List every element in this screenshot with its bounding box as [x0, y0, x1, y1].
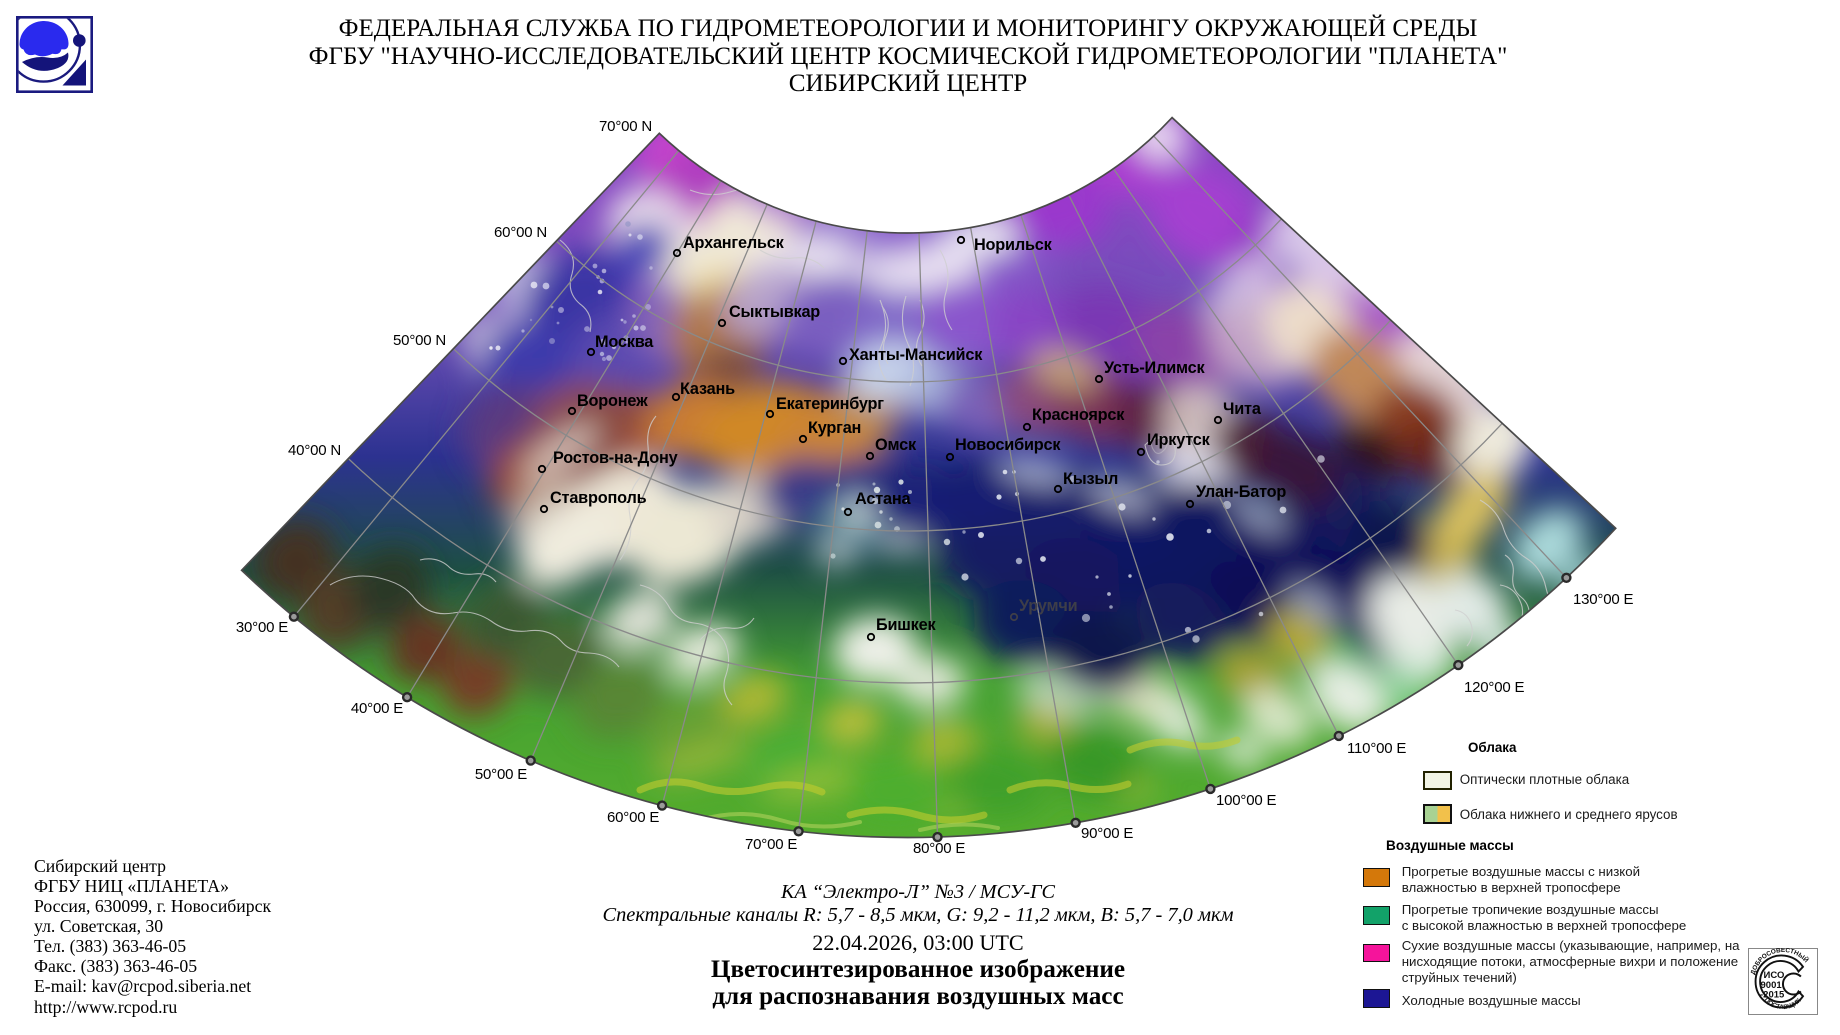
- svg-text:50°00 E: 50°00 E: [475, 766, 527, 783]
- svg-text:Воронеж: Воронеж: [577, 392, 648, 410]
- svg-text:Москва: Москва: [595, 333, 654, 351]
- svg-text:Ханты-Мансийск: Ханты-Мансийск: [849, 346, 983, 364]
- svg-text:40°00 N: 40°00 N: [288, 442, 341, 459]
- svg-text:80°00 E: 80°00 E: [913, 840, 965, 857]
- svg-text:ИСО: ИСО: [1764, 970, 1785, 981]
- svg-text:Астана: Астана: [855, 490, 911, 508]
- svg-text:50°00 N: 50°00 N: [393, 332, 446, 349]
- svg-text:Усть-Илимск: Усть-Илимск: [1104, 359, 1205, 377]
- svg-text:70°00 N: 70°00 N: [599, 118, 652, 135]
- svg-text:Урумчи: Урумчи: [1019, 597, 1077, 615]
- svg-text:Красноярск: Красноярск: [1032, 406, 1125, 424]
- svg-text:Курган: Курган: [808, 419, 861, 437]
- svg-text:Екатеринбург: Екатеринбург: [776, 395, 884, 413]
- svg-text:Кызыл: Кызыл: [1063, 470, 1118, 488]
- svg-text:Норильск: Норильск: [974, 236, 1053, 254]
- svg-text:Бишкек: Бишкек: [876, 616, 936, 634]
- svg-text:Архангельск: Архангельск: [683, 234, 785, 252]
- svg-text:Новосибирск: Новосибирск: [955, 436, 1061, 454]
- svg-text:Улан-Батор: Улан-Батор: [1196, 483, 1286, 501]
- svg-text:Сыктывкар: Сыктывкар: [729, 303, 820, 321]
- svg-text:110°00 E: 110°00 E: [1347, 740, 1406, 757]
- svg-text:30°00 E: 30°00 E: [236, 619, 288, 636]
- svg-text:9001: 9001: [1761, 980, 1783, 991]
- svg-text:Иркутск: Иркутск: [1147, 431, 1211, 449]
- svg-text:60°00 E: 60°00 E: [607, 809, 659, 826]
- svg-text:130°00 E: 130°00 E: [1573, 591, 1633, 608]
- svg-text:-2015: -2015: [1760, 990, 1785, 1001]
- svg-text:40°00 E: 40°00 E: [351, 700, 403, 717]
- svg-text:Омск: Омск: [875, 436, 917, 454]
- svg-text:90°00 E: 90°00 E: [1081, 825, 1133, 842]
- svg-text:120°00 E: 120°00 E: [1464, 679, 1524, 696]
- svg-text:60°00 N: 60°00 N: [494, 224, 547, 241]
- svg-text:Чита: Чита: [1223, 400, 1262, 418]
- svg-text:Казань: Казань: [680, 380, 735, 398]
- svg-text:70°00 E: 70°00 E: [745, 836, 797, 853]
- svg-text:Ставрополь: Ставрополь: [550, 489, 647, 507]
- svg-text:Ростов-на-Дону: Ростов-на-Дону: [553, 449, 678, 467]
- svg-text:100°00 E: 100°00 E: [1216, 792, 1276, 809]
